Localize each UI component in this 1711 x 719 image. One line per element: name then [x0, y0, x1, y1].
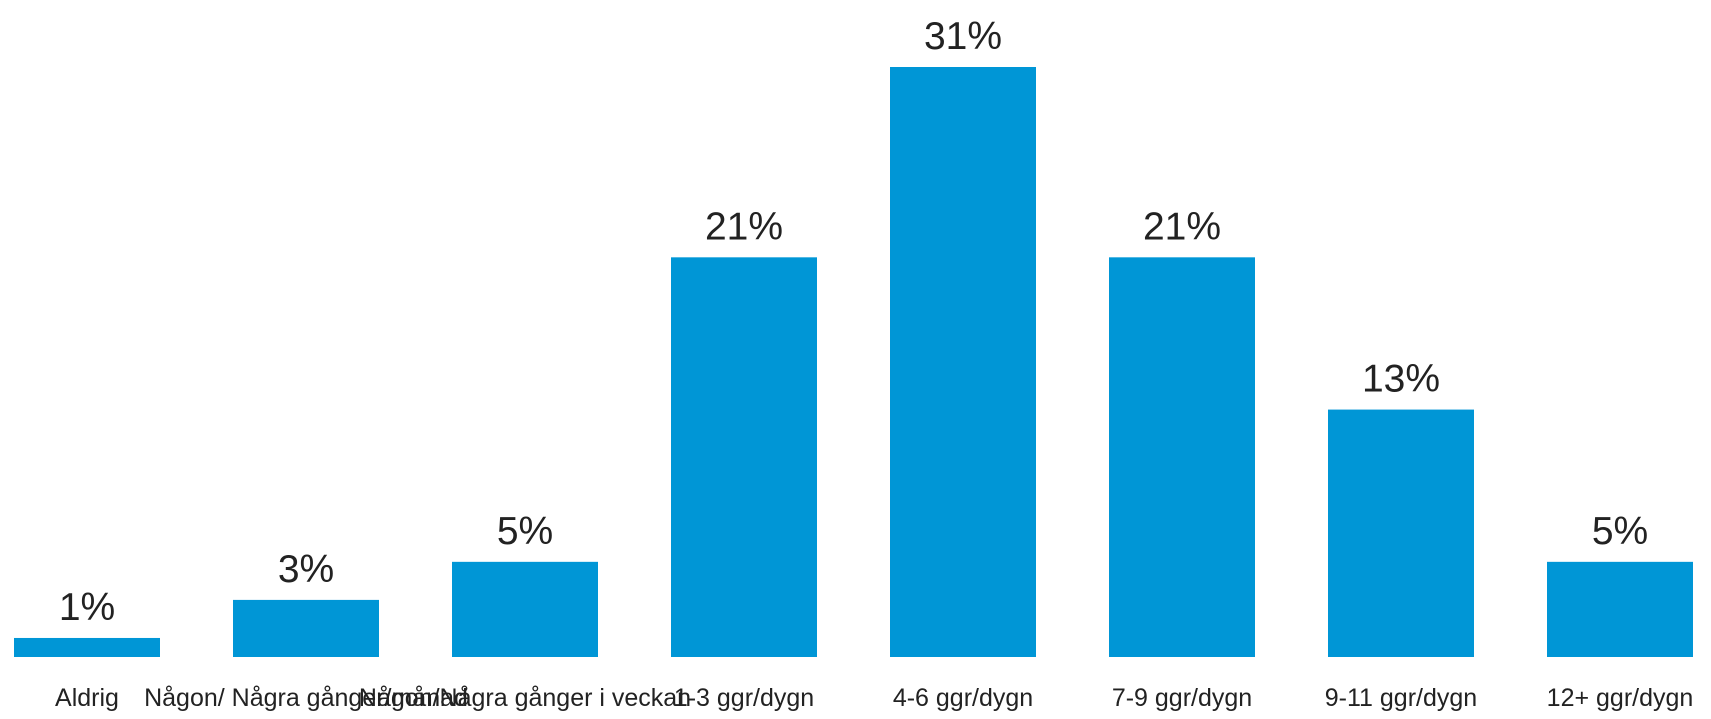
- bar: [1109, 257, 1255, 657]
- value-label: 5%: [1592, 510, 1648, 553]
- bar: [233, 599, 379, 657]
- value-label: 31%: [924, 15, 1002, 58]
- value-label: 21%: [705, 205, 783, 248]
- bar: [1547, 561, 1693, 657]
- bar: [14, 637, 160, 657]
- x-tick-label: Någon/Några gånger i veckan: [359, 684, 691, 712]
- value-label: 1%: [59, 586, 115, 629]
- x-tick-label: 7-9 ggr/dygn: [1112, 684, 1252, 712]
- x-tick-label: Aldrig: [55, 684, 119, 712]
- value-label: 13%: [1362, 358, 1440, 401]
- x-tick-label: 4-6 ggr/dygn: [893, 684, 1033, 712]
- x-tick-label: Någon/ Några gånger/månad: [144, 684, 468, 712]
- value-label: 5%: [497, 510, 553, 553]
- x-tick-label: 12+ ggr/dygn: [1547, 684, 1694, 712]
- x-tick-label: 9-11 ggr/dygn: [1325, 684, 1477, 712]
- x-tick-label: 1-3 ggr/dygn: [674, 684, 814, 712]
- bar: [1328, 409, 1474, 657]
- bar: [671, 257, 817, 657]
- bar: [452, 561, 598, 657]
- bar: [890, 67, 1036, 657]
- value-label: 3%: [278, 548, 334, 591]
- value-label: 21%: [1143, 205, 1221, 248]
